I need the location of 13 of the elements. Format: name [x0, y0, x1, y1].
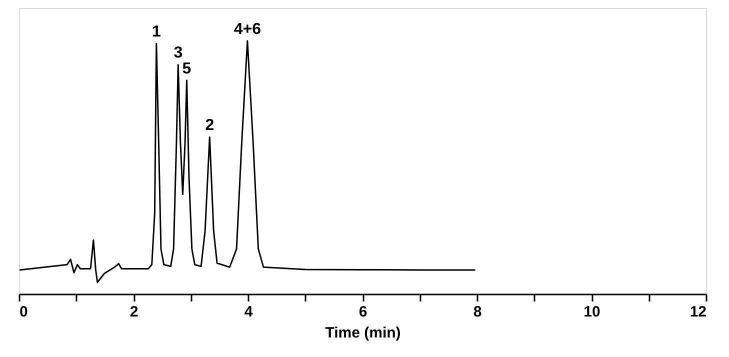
annotation: 2 — [205, 117, 214, 134]
x-tick-label: 12 — [690, 304, 706, 320]
x-tick-label: 4 — [244, 304, 254, 320]
annotation: 3 — [174, 44, 183, 62]
x-tick-label: 10 — [584, 304, 600, 320]
x-tick-label: 8 — [473, 304, 482, 320]
annotation: 4+6 — [234, 20, 262, 38]
x-axis-title: Time (min) — [325, 324, 401, 342]
annotation: 5 — [182, 60, 192, 78]
annotation: 1 — [152, 24, 161, 41]
x-tick-label: 6 — [358, 304, 368, 320]
x-tick-label: 0 — [20, 304, 28, 320]
x-tick-label: 2 — [130, 304, 138, 320]
